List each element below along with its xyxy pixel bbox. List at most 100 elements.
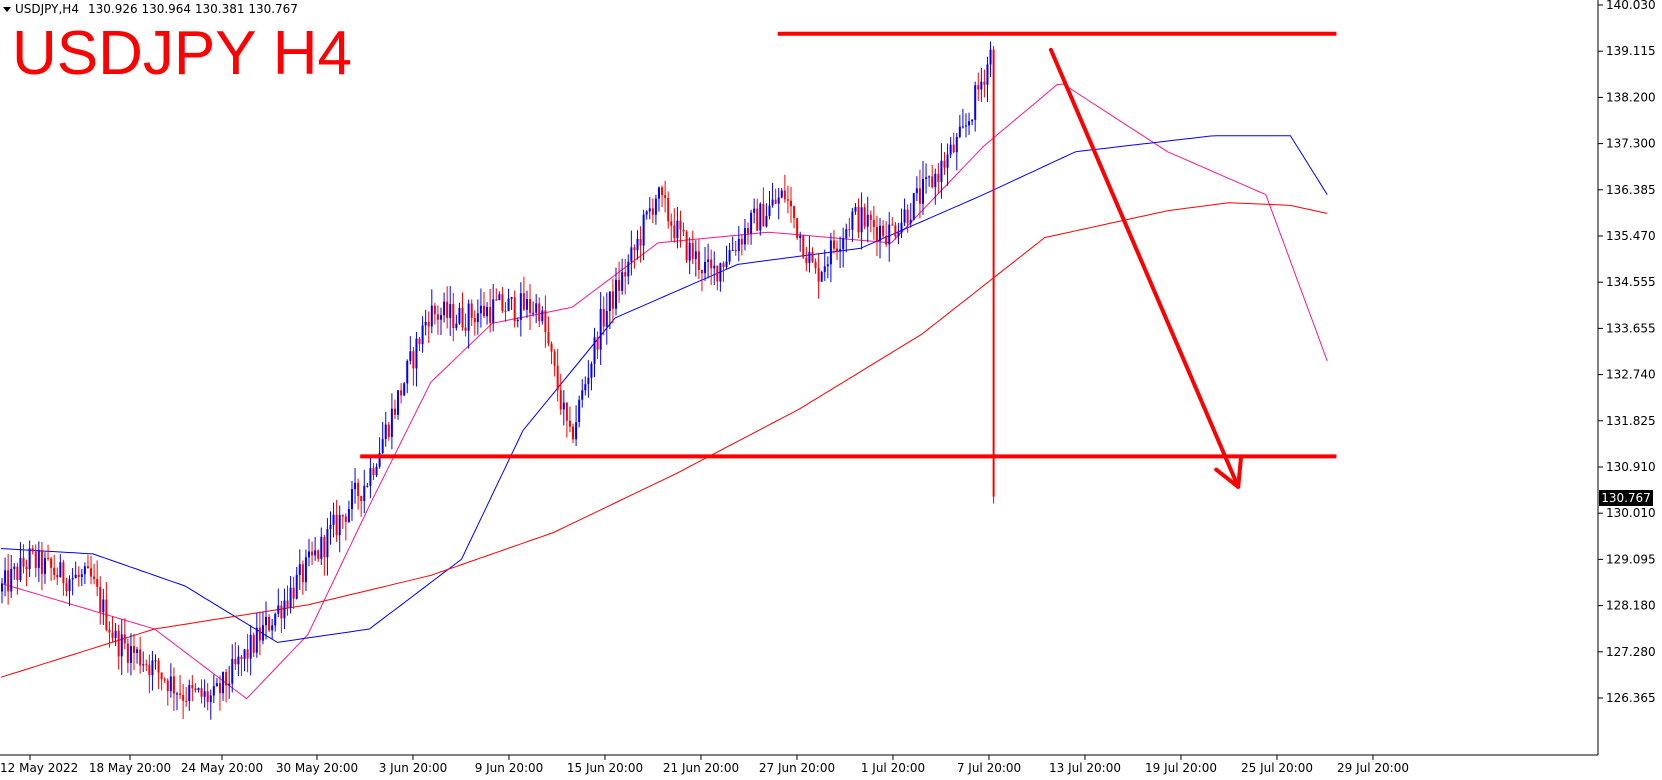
candle	[691, 230, 694, 265]
candle	[958, 114, 961, 139]
candle	[222, 671, 225, 701]
candle	[682, 222, 685, 237]
candle	[7, 553, 10, 605]
candle	[789, 186, 792, 223]
x-tick-label: 29 Jul 20:00	[1337, 761, 1409, 775]
candle	[120, 619, 123, 676]
candle	[172, 667, 175, 711]
candle	[550, 341, 553, 365]
candle	[464, 313, 467, 337]
candle	[783, 174, 786, 203]
candle	[780, 188, 783, 199]
candle	[796, 217, 799, 240]
candle	[218, 675, 221, 711]
candle	[194, 683, 197, 693]
candle	[765, 203, 768, 228]
candle	[654, 194, 657, 225]
x-tick-label: 25 Jul 20:00	[1241, 761, 1313, 775]
candle	[390, 393, 393, 450]
candle	[163, 677, 166, 683]
candle	[599, 292, 602, 365]
y-tick-label: 134.555	[1606, 275, 1656, 289]
ohlc-values: 130.926 130.964 130.381 130.767	[88, 2, 298, 16]
dropdown-arrow-icon[interactable]	[3, 7, 11, 12]
candle	[578, 395, 581, 428]
candle	[406, 359, 409, 394]
candle	[102, 588, 105, 625]
candle	[179, 675, 182, 700]
y-tick-label: 128.180	[1606, 599, 1656, 613]
candle	[246, 633, 249, 673]
candle	[510, 296, 513, 310]
candle	[519, 282, 522, 337]
candle	[40, 541, 43, 591]
candle	[562, 390, 565, 426]
candle	[476, 299, 479, 335]
candle	[805, 246, 808, 272]
candle	[777, 187, 780, 220]
candle	[888, 212, 891, 262]
candle	[50, 556, 53, 581]
candle	[28, 540, 31, 578]
candle	[90, 556, 93, 585]
candle	[83, 562, 86, 585]
candle	[946, 143, 949, 186]
candle	[59, 554, 62, 578]
candle	[912, 192, 915, 221]
candle	[4, 557, 7, 597]
candle	[704, 247, 707, 281]
candle	[532, 301, 535, 317]
candle	[375, 463, 378, 478]
candle	[605, 292, 608, 345]
y-tick-label: 133.655	[1606, 321, 1656, 335]
candle	[747, 222, 750, 245]
candle	[909, 203, 912, 228]
candle	[323, 534, 326, 576]
candle	[261, 611, 264, 645]
candle	[166, 678, 169, 706]
candle	[771, 182, 774, 208]
candle	[498, 291, 501, 301]
candle	[872, 205, 875, 240]
candle	[983, 69, 986, 98]
candle	[215, 678, 218, 687]
candle	[1, 577, 3, 604]
candle	[237, 645, 240, 676]
y-tick-label: 127.280	[1606, 645, 1656, 659]
y-tick-label: 140.030	[1606, 0, 1656, 12]
candle	[298, 549, 301, 590]
candle	[829, 232, 832, 283]
candle	[80, 568, 83, 587]
candle	[826, 256, 829, 279]
chart-header: USDJPY,H4 130.926 130.964 130.381 130.76…	[3, 2, 298, 16]
moving-averages	[0, 83, 1328, 700]
candle	[65, 577, 68, 597]
candle	[489, 288, 492, 333]
candle	[34, 544, 37, 578]
candle	[949, 136, 952, 159]
candle	[433, 302, 436, 325]
candle	[212, 674, 215, 704]
candle	[123, 618, 126, 650]
candle	[863, 203, 866, 230]
candle	[157, 657, 160, 690]
candle	[354, 468, 357, 504]
current-price-box	[1599, 490, 1653, 506]
candle	[731, 236, 734, 251]
down-arrow-shaft	[1048, 47, 1241, 489]
candle	[937, 163, 940, 194]
candle	[283, 588, 286, 630]
candle	[249, 624, 252, 676]
candle	[280, 600, 283, 634]
candle	[955, 132, 958, 171]
candle	[940, 143, 943, 199]
candle	[344, 513, 347, 541]
candle	[295, 567, 298, 600]
candle	[292, 576, 295, 610]
candle	[13, 563, 16, 580]
candle	[615, 267, 617, 316]
candle	[415, 331, 418, 387]
candle	[627, 254, 630, 285]
candle	[169, 663, 172, 698]
